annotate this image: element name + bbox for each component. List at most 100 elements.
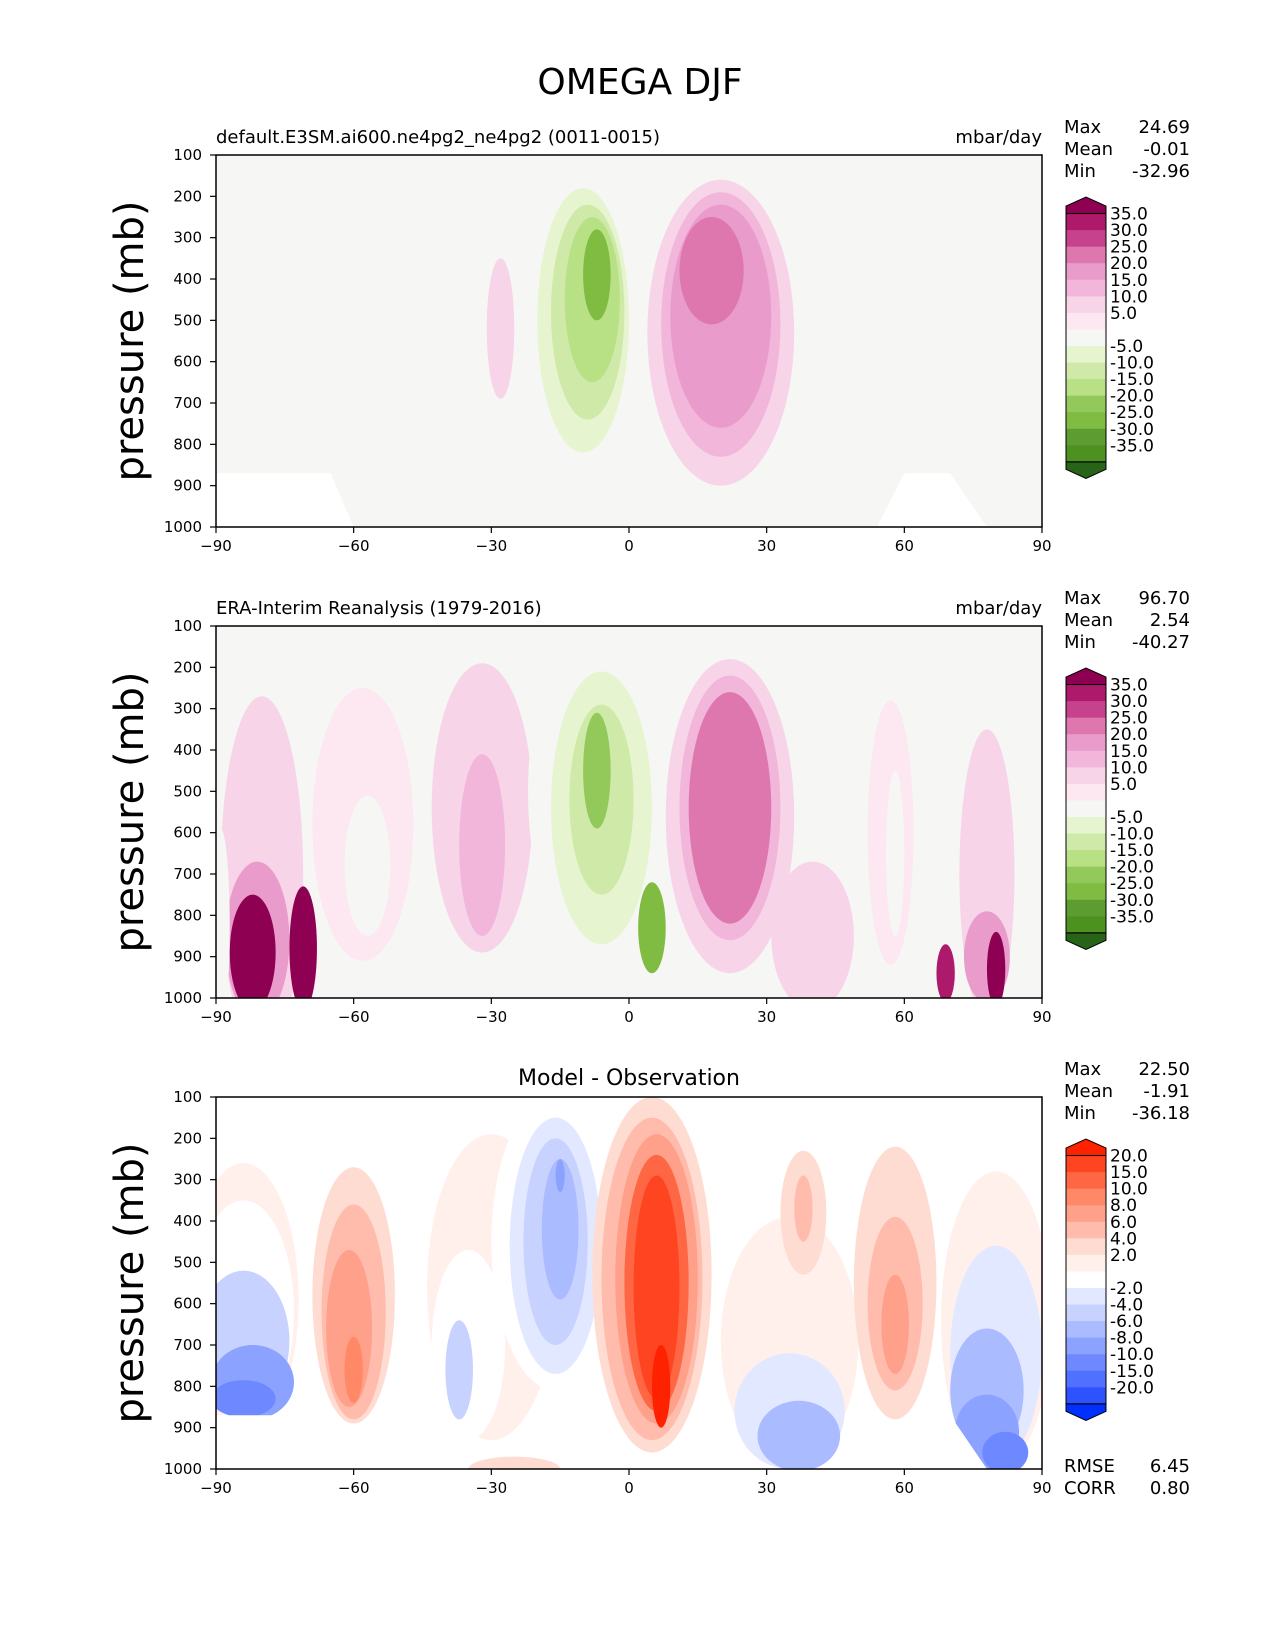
x-tick-label: 0 [624,1008,634,1026]
y-tick-label: 700 [173,865,202,883]
colorbar-tick-label: -15.0 [1110,841,1154,861]
y-tick-label: 100 [173,146,202,164]
colorbar-swatch [1066,312,1106,330]
topography-mask-1 [876,1415,987,1469]
colorbar-tick-label: 20.0 [1110,1147,1148,1167]
y-axis-label: pressure (mb) [107,671,153,952]
x-tick-label: 0 [624,537,634,555]
y-tick-label: 500 [173,1253,202,1271]
colorbar-tick-label: -10.0 [1110,825,1154,845]
y-tick-label: 600 [173,1295,202,1313]
colorbar-swatch [1066,1188,1106,1206]
panel-diff: −90 −60 −30 0 30 60 90 100 200 300 400 500 600 700 800… [107,1059,1190,1499]
colorbar-tick-label: 35.0 [1110,676,1148,696]
x-tick-label: 90 [1032,537,1051,555]
contour-obs-4 [216,828,230,998]
topography-mask-1 [876,473,987,527]
colorbar-swatch [1066,850,1106,868]
colorbar-tick-label: -20.0 [1110,387,1154,407]
colorbar-swatch [1066,1321,1106,1339]
colorbar-swatch [1066,1387,1106,1405]
colorbar-extend-bottom [1065,932,1107,950]
y-tick-label: 300 [173,700,202,718]
x-tick-label: 60 [895,1008,914,1026]
panel-obs: −90 −60 −30 0 30 60 90 100 200 300 400 500 600 700 800… [107,588,1190,1026]
y-tick-label: 200 [173,658,202,676]
colorbar-swatch [1066,213,1106,231]
colorbar-tick-label: 15.0 [1110,742,1148,762]
y-tick-label: 100 [173,1088,202,1106]
y-tick-label: 800 [173,435,202,453]
contour-diff-36 [468,1456,561,1469]
colorbar-swatch [1066,346,1106,364]
contour-model-9 [679,217,744,325]
x-tick-label: −90 [200,1479,232,1497]
colorbar-swatch [1066,263,1106,281]
colorbar-tick-label: 5.0 [1110,775,1137,795]
contour-diff-15 [541,1159,579,1300]
colorbar-swatch [1066,767,1106,785]
y-tick-label: 400 [173,1212,202,1230]
colorbar-tick-label: -15.0 [1110,1362,1154,1382]
colorbar-tick-label: -5.0 [1110,337,1143,357]
y-tick-label: 700 [173,394,202,412]
colorbar-swatch [1066,362,1106,380]
contour-obs-19 [885,770,905,936]
y-axis-label: pressure (mb) [107,200,153,481]
contour-obs-12 [583,712,611,829]
y-tick-label: 400 [173,270,202,288]
contour-diff-25 [757,1400,841,1469]
y-tick-label: 800 [173,1377,202,1395]
colorbar-swatch [1066,379,1106,397]
stat-label: Max [1064,117,1102,138]
colorbar-swatch [1066,817,1106,835]
colorbar-swatch [1066,899,1106,917]
contour-obs-16 [688,692,772,924]
stat-value: 6.45 [1150,1456,1190,1477]
colorbar-swatch [1066,412,1106,430]
colorbar-tick-label: 30.0 [1110,692,1148,712]
colorbar-swatch [1066,1337,1106,1355]
colorbar-swatch [1066,800,1106,818]
colorbar-tick-label: -15.0 [1110,370,1154,390]
colorbar-tick-label: 20.0 [1110,725,1148,745]
stat-label: Max [1064,1059,1102,1080]
stat-label: RMSE [1064,1456,1115,1477]
stat-label: Mean [1064,139,1113,160]
stat-value: 24.69 [1138,117,1190,138]
x-tick-label: −30 [476,1479,508,1497]
colorbar-swatch [1066,916,1106,934]
x-tick-label: 60 [895,537,914,555]
y-tick-label: 200 [173,1129,202,1147]
stat-value: 0.80 [1150,1478,1190,1499]
colorbar-swatch [1066,734,1106,752]
x-tick-label: −60 [338,537,370,555]
y-tick-label: 1000 [164,518,202,536]
colorbar-swatch [1066,1238,1106,1256]
colorbar-extend-bottom [1065,1403,1107,1421]
stat-label: Mean [1064,610,1113,631]
colorbar-swatch [1066,1254,1106,1272]
colorbar-swatch [1066,866,1106,884]
y-tick-label: 1000 [164,989,202,1007]
x-tick-label: −60 [338,1479,370,1497]
colorbar-tick-label: 15.0 [1110,271,1148,291]
colorbar-swatch [1066,1172,1106,1190]
colorbar-swatch [1066,246,1106,264]
colorbar-extend-top [1065,667,1107,686]
y-axis-label: pressure (mb) [107,1142,153,1423]
y-tick-label: 500 [173,311,202,329]
stat-value: -1.91 [1143,1081,1190,1102]
colorbar-tick-label: 10.0 [1110,287,1148,307]
colorbar-tick-label: 6.0 [1110,1213,1137,1233]
contour-obs-23 [936,944,955,998]
contour-obs-22 [986,931,1006,998]
y-tick-label: 900 [173,1419,202,1437]
colorbar-tick-label: 25.0 [1110,238,1148,258]
x-tick-label: −60 [338,1008,370,1026]
units-label: mbar/day [955,598,1042,619]
contour-diff-11 [445,1320,473,1420]
contour-model-0 [486,258,515,399]
colorbar-swatch [1066,279,1106,297]
